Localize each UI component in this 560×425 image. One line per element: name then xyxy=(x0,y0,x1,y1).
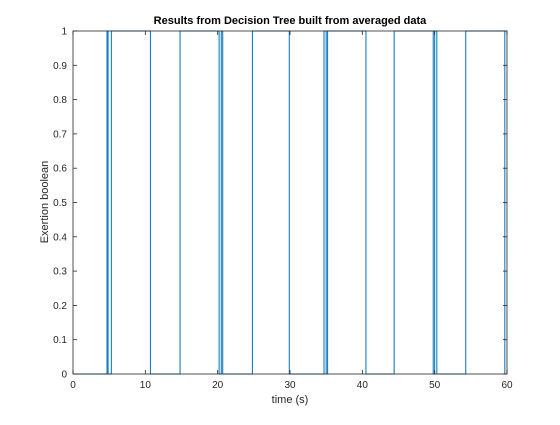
x-tick-label: 50 xyxy=(429,380,441,391)
x-tick-label: 40 xyxy=(357,380,369,391)
x-axis-label: time (s) xyxy=(272,394,309,406)
plot-area xyxy=(73,31,507,374)
y-tick-label: 0.8 xyxy=(53,95,67,106)
x-tick-label: 30 xyxy=(284,380,296,391)
y-tick-label: 1 xyxy=(61,27,67,38)
y-tick-label: 0.2 xyxy=(53,301,67,312)
y-tick-label: 0.4 xyxy=(53,232,67,243)
y-tick-label: 0.1 xyxy=(53,335,67,346)
x-tick-label: 10 xyxy=(140,380,152,391)
x-tick-label: 0 xyxy=(70,380,76,391)
x-tick-label: 20 xyxy=(212,380,224,391)
y-tick-label: 0 xyxy=(61,370,67,381)
y-tick-label: 0.3 xyxy=(53,267,67,278)
x-tick-label: 60 xyxy=(501,380,513,391)
y-tick-label: 0.9 xyxy=(53,61,67,72)
y-tick-label: 0.5 xyxy=(53,198,67,209)
y-tick-label: 0.7 xyxy=(53,129,67,140)
chart-title: Results from Decision Tree built from av… xyxy=(154,15,428,27)
axes-layer: 0 10 20 30 40 50 60 0 0.1 0.2 0.3 0.4 0.5 0.6 0.7 0.8 0.… xyxy=(53,27,513,392)
y-tick-label: 0.6 xyxy=(53,164,67,175)
y-axis-label: Exertion boolean xyxy=(39,161,51,244)
